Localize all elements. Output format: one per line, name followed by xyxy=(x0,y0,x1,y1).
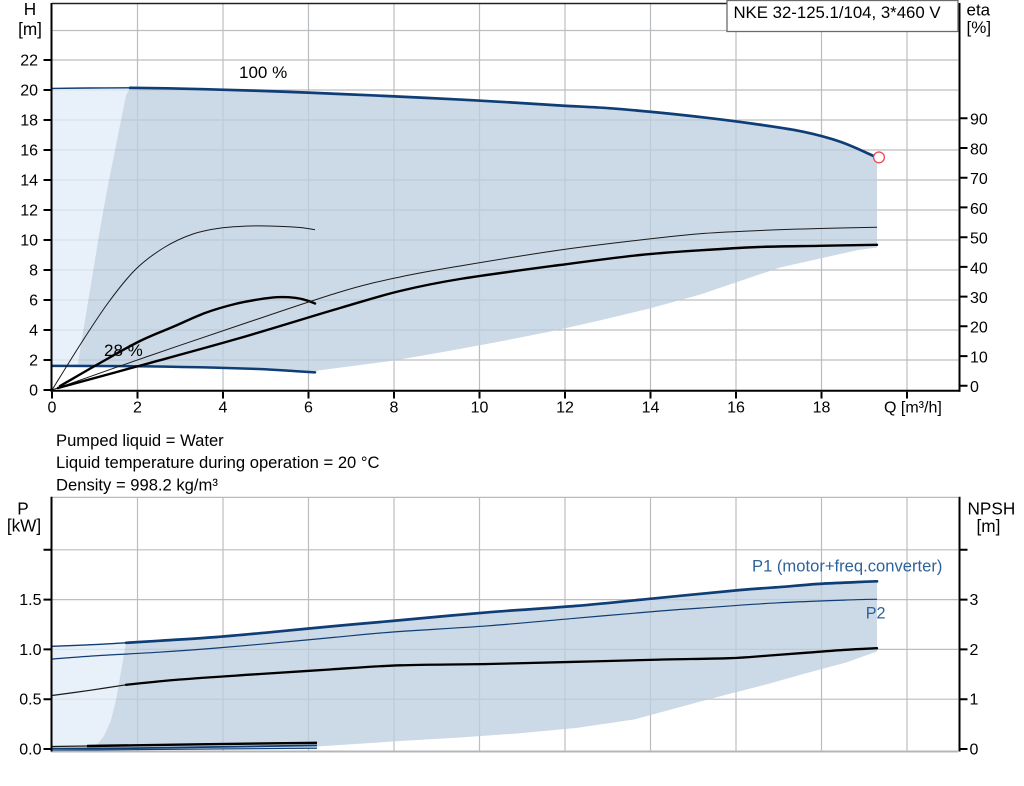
svg-text:NPSH: NPSH xyxy=(968,499,1016,519)
svg-text:60: 60 xyxy=(970,201,988,218)
svg-text:P1 (motor+freq.converter): P1 (motor+freq.converter) xyxy=(752,557,942,576)
svg-text:10: 10 xyxy=(471,399,489,416)
svg-text:28 %: 28 % xyxy=(104,341,143,360)
svg-text:[m]: [m] xyxy=(977,516,1001,536)
svg-text:3: 3 xyxy=(970,592,979,609)
svg-text:P: P xyxy=(17,499,28,519)
svg-text:10: 10 xyxy=(970,350,988,367)
svg-text:2: 2 xyxy=(133,399,142,416)
svg-text:[kW]: [kW] xyxy=(7,516,41,536)
svg-text:14: 14 xyxy=(642,399,660,416)
svg-text:Density = 998.2 kg/m³: Density = 998.2 kg/m³ xyxy=(56,475,218,494)
svg-text:10: 10 xyxy=(20,232,38,249)
svg-text:8: 8 xyxy=(29,262,38,279)
svg-text:P2: P2 xyxy=(866,604,886,622)
svg-text:20: 20 xyxy=(20,82,38,99)
svg-text:2: 2 xyxy=(970,642,979,659)
svg-text:0: 0 xyxy=(970,379,979,396)
svg-text:12: 12 xyxy=(556,399,574,416)
svg-text:0: 0 xyxy=(29,382,38,399)
svg-text:12: 12 xyxy=(20,202,38,219)
svg-text:2: 2 xyxy=(29,352,38,369)
svg-text:16: 16 xyxy=(20,142,38,159)
svg-text:18: 18 xyxy=(813,399,831,416)
svg-text:70: 70 xyxy=(970,171,988,188)
svg-text:22: 22 xyxy=(20,52,38,69)
svg-text:6: 6 xyxy=(29,292,38,309)
svg-text:20: 20 xyxy=(970,320,988,337)
svg-text:4: 4 xyxy=(219,399,228,416)
svg-text:Q [m³/h]: Q [m³/h] xyxy=(884,399,942,416)
svg-text:0: 0 xyxy=(970,742,979,759)
svg-text:Liquid temperature during oper: Liquid temperature during operation = 20… xyxy=(56,453,380,472)
svg-text:eta: eta xyxy=(967,1,991,20)
svg-text:NKE 32-125.1/104, 3*460 V: NKE 32-125.1/104, 3*460 V xyxy=(733,3,941,22)
svg-text:1.0: 1.0 xyxy=(19,642,41,659)
svg-text:18: 18 xyxy=(20,112,38,129)
svg-text:Pumped liquid = Water: Pumped liquid = Water xyxy=(56,431,224,450)
svg-text:0.5: 0.5 xyxy=(19,692,41,709)
svg-text:[m]: [m] xyxy=(18,19,42,39)
svg-text:8: 8 xyxy=(390,399,399,416)
svg-text:1: 1 xyxy=(970,692,979,709)
svg-text:30: 30 xyxy=(970,290,988,307)
svg-text:1.5: 1.5 xyxy=(19,592,41,609)
svg-text:16: 16 xyxy=(727,399,745,416)
svg-text:14: 14 xyxy=(20,172,38,189)
svg-text:[%]: [%] xyxy=(967,18,992,37)
svg-text:0.0: 0.0 xyxy=(19,742,41,759)
svg-text:6: 6 xyxy=(304,399,313,416)
svg-text:50: 50 xyxy=(970,231,988,248)
svg-text:0: 0 xyxy=(48,399,57,416)
svg-text:90: 90 xyxy=(970,112,988,129)
svg-text:40: 40 xyxy=(970,260,988,277)
svg-text:100 %: 100 % xyxy=(239,63,287,82)
svg-text:4: 4 xyxy=(29,322,38,339)
svg-text:80: 80 xyxy=(970,141,988,158)
svg-text:H: H xyxy=(24,0,36,19)
